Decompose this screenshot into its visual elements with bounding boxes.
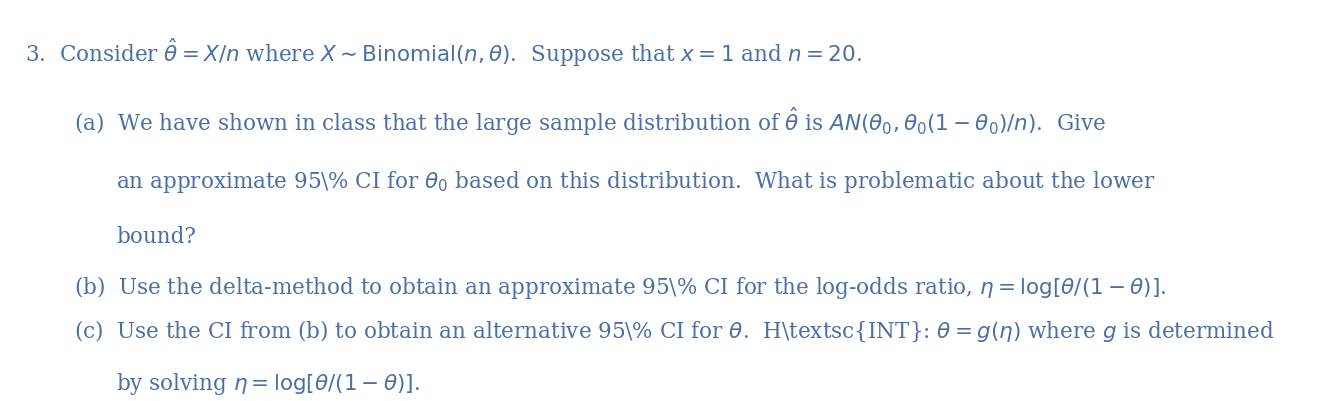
Text: 3.  Consider $\hat{\theta} = X/n$ where $X \sim \mathrm{Binomial}(n, \theta)$.  : 3. Consider $\hat{\theta} = X/n$ where $… bbox=[25, 36, 862, 69]
Text: by solving $\eta = \log[\theta/(1 - \theta)]$.: by solving $\eta = \log[\theta/(1 - \the… bbox=[116, 371, 420, 397]
Text: (b)  Use the delta-method to obtain an approximate 95\% CI for the log-odds rati: (b) Use the delta-method to obtain an ap… bbox=[74, 274, 1167, 302]
Text: (c)  Use the CI from (b) to obtain an alternative 95\% CI for $\theta$.  H\texts: (c) Use the CI from (b) to obtain an alt… bbox=[74, 319, 1275, 344]
Text: an approximate 95\% CI for $\theta_0$ based on this distribution.  What is probl: an approximate 95\% CI for $\theta_0$ ba… bbox=[116, 169, 1155, 194]
Text: bound?: bound? bbox=[116, 226, 195, 248]
Text: (a)  We have shown in class that the large sample distribution of $\hat{\theta}$: (a) We have shown in class that the larg… bbox=[74, 105, 1106, 138]
